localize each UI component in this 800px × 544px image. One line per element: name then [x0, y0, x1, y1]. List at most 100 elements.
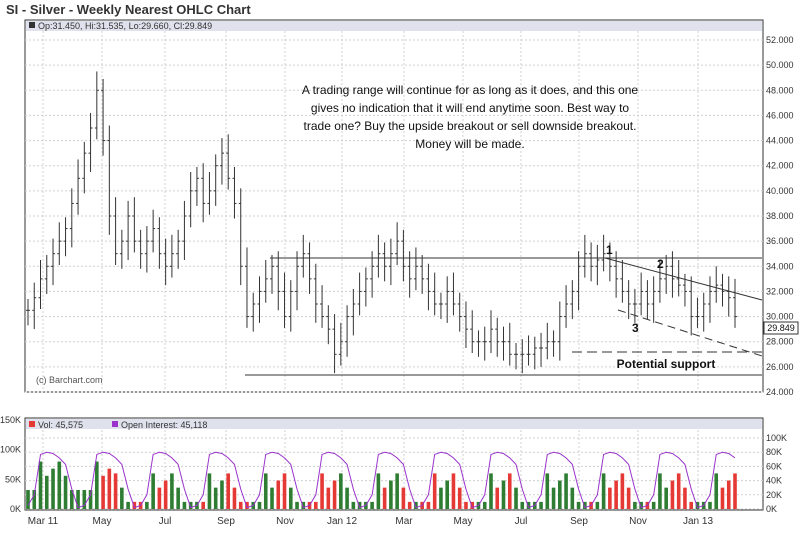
volume-bar — [507, 473, 512, 509]
price-tick-label: 26.000 — [766, 362, 794, 372]
volume-bar — [320, 473, 324, 509]
price-bar — [338, 322, 343, 366]
price-grid — [25, 31, 763, 393]
volume-bar — [583, 501, 587, 509]
volume-bar — [570, 487, 575, 509]
price-bar — [520, 339, 525, 374]
price-bar — [639, 272, 644, 316]
volume-bar — [220, 480, 224, 509]
volume-bar — [57, 461, 62, 509]
volume-bar — [670, 480, 675, 509]
volume-bar — [714, 473, 719, 509]
volume-bar — [345, 487, 349, 509]
price-bar — [282, 272, 287, 328]
price-bar — [607, 242, 612, 282]
x-tick-label: Sep — [570, 516, 588, 527]
volume-bar — [576, 501, 581, 509]
price-bar — [57, 222, 62, 266]
volume-bar — [326, 487, 331, 509]
volume-bar — [63, 475, 68, 509]
price-bar — [388, 238, 393, 286]
price-bar — [176, 229, 181, 269]
price-bar — [169, 234, 174, 278]
price-bar — [445, 276, 450, 323]
price-bar — [733, 278, 737, 328]
price-tick-label: 48.000 — [766, 85, 794, 95]
price-bar — [107, 125, 112, 235]
volume-bar — [608, 487, 612, 509]
price-bar — [576, 251, 581, 311]
price-bar — [219, 138, 224, 185]
open-interest-line — [27, 451, 736, 509]
volume-bar — [76, 490, 80, 509]
price-tick-label: 24.000 — [766, 387, 794, 397]
volume-bar — [676, 473, 681, 509]
volume-bar — [257, 501, 262, 509]
last-price-tag — [763, 321, 799, 335]
volume-bar — [339, 473, 343, 509]
volume-bar — [733, 473, 737, 509]
volume-bar — [639, 501, 643, 509]
volume-bar — [489, 473, 493, 509]
volume-bar — [451, 473, 456, 509]
price-bar — [420, 254, 425, 294]
price-bar — [426, 263, 431, 311]
volume-bar — [545, 473, 550, 509]
volume-bar — [95, 461, 99, 509]
price-bar — [495, 317, 500, 357]
price-y-axis: 52.000 50.000 48.000 46.000 44.000 42.000 40.0… — [766, 35, 794, 397]
price-bar — [101, 78, 106, 156]
price-bar — [539, 332, 544, 367]
price-bar — [82, 141, 87, 194]
volume-bar — [595, 501, 600, 509]
volume-bar — [395, 473, 399, 509]
volume-bar — [614, 480, 618, 509]
volume-bar — [457, 487, 462, 509]
last-price-label: 29.849 — [767, 323, 795, 333]
volume-bar — [276, 480, 281, 509]
volume-bar — [564, 473, 568, 509]
volume-bar — [633, 501, 637, 509]
price-tick-label: 40.000 — [766, 186, 794, 196]
price-bar — [151, 209, 156, 253]
volume-bar — [626, 487, 631, 509]
price-bar — [695, 297, 700, 328]
volume-bar — [689, 501, 694, 509]
price-bar — [307, 242, 312, 294]
price-bar — [182, 200, 187, 260]
price-bar — [413, 247, 418, 291]
price-panel — [24, 19, 764, 393]
volume-bar — [726, 480, 731, 509]
price-bar — [557, 301, 562, 361]
price-bar — [201, 163, 206, 223]
potential-support-label: Potential support — [617, 357, 716, 371]
price-bar — [295, 251, 300, 311]
volume-bar — [295, 501, 299, 509]
volume-bar — [314, 501, 318, 509]
point-label-3: 3 — [632, 321, 639, 335]
price-bar — [626, 280, 631, 320]
price-bar — [301, 234, 306, 278]
x-tick-label: Mar 11 — [28, 516, 59, 527]
price-bar — [551, 330, 556, 357]
annotation-line-4: Money will be made. — [415, 137, 524, 151]
volume-bar — [163, 480, 168, 509]
price-bar — [620, 260, 625, 303]
volume-bar — [407, 501, 412, 509]
price-bar — [582, 234, 587, 278]
volume-bar — [551, 487, 556, 509]
price-bar — [345, 305, 350, 357]
price-bar — [670, 251, 675, 298]
annotation-line-2: gives no indication that it will end any… — [311, 101, 629, 115]
volume-bar — [232, 487, 237, 509]
price-bar — [714, 266, 719, 303]
price-bar — [320, 285, 325, 328]
oi-tick-label: 40K — [766, 476, 782, 486]
vol-legend-swatch — [29, 421, 35, 427]
price-bar — [564, 285, 569, 328]
volume-tick-label: 150K — [0, 415, 21, 425]
volume-grid — [25, 430, 763, 510]
volume-bar — [170, 473, 174, 509]
price-bar — [138, 229, 143, 269]
